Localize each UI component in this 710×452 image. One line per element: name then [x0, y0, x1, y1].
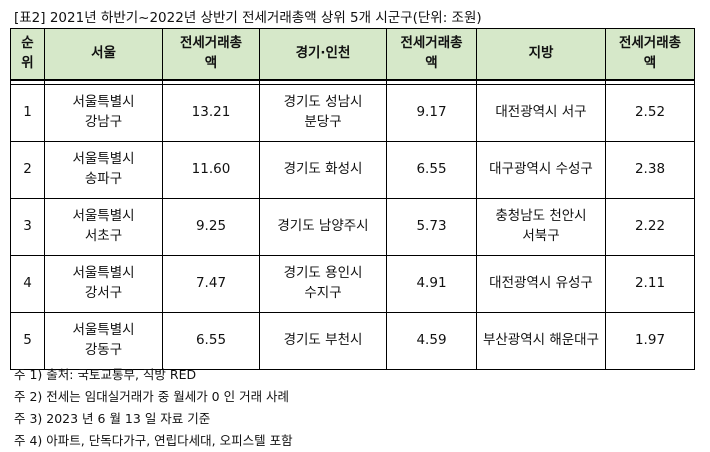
seoul-amount-cell: 9.25 — [162, 198, 260, 256]
table-row: 1 서울특별시 강남구 13.21 경기도 성남시 분당구 9.17 대전광역시 서… — [10, 84, 695, 142]
gyeonggi-district-cell: 경기도 성남시 분당구 — [259, 84, 387, 142]
seoul-district-cell: 서울특별시 서초구 — [44, 198, 163, 256]
header-region: 지방 — [476, 28, 606, 81]
seoul-amount-cell: 6.55 — [162, 312, 260, 370]
table-row: 4 서울특별시 강서구 7.47 경기도 용인시 수지구 4.91 대전광역시 유성… — [10, 255, 695, 313]
region-amount-cell: 2.52 — [605, 84, 695, 142]
gyeonggi-amount-cell: 6.55 — [386, 141, 477, 199]
header-gyeonggi: 경기·인천 — [259, 28, 387, 81]
rank-cell: 2 — [10, 141, 45, 199]
header-gyeonggi-amount: 전세거래총 액 — [386, 28, 477, 81]
gyeonggi-district-cell: 경기도 남양주시 — [259, 198, 387, 256]
seoul-amount-cell: 13.21 — [162, 84, 260, 142]
footnote: 주 4) 아파트, 단독다가구, 연립다세대, 오피스텔 포함 — [14, 433, 293, 448]
table-row: 2 서울특별시 송파구 11.60 경기도 화성시 6.55 대구광역시 수성구 … — [10, 141, 695, 199]
gyeonggi-amount-cell: 4.91 — [386, 255, 477, 313]
region-district-cell: 대전광역시 유성구 — [476, 255, 606, 313]
seoul-amount-cell: 11.60 — [162, 141, 260, 199]
seoul-district-cell: 서울특별시 강남구 — [44, 84, 163, 142]
region-amount-cell: 2.22 — [605, 198, 695, 256]
gyeonggi-amount-cell: 4.59 — [386, 312, 477, 370]
region-amount-cell: 2.11 — [605, 255, 695, 313]
header-region-amount: 전세거래총 액 — [605, 28, 695, 81]
seoul-district-cell: 서울특별시 강서구 — [44, 255, 163, 313]
region-district-cell: 충청남도 천안시 서북구 — [476, 198, 606, 256]
spacer-row — [10, 79, 695, 85]
gyeonggi-district-cell: 경기도 용인시 수지구 — [259, 255, 387, 313]
gyeonggi-district-cell: 경기도 화성시 — [259, 141, 387, 199]
footnote: 주 2) 전세는 임대실거래가 중 월세가 0 인 거래 사례 — [14, 389, 290, 404]
table-row: 3 서울특별시 서초구 9.25 경기도 남양주시 5.73 충청남도 천안시 서북… — [10, 198, 695, 256]
seoul-district-cell: 서울특별시 강동구 — [44, 312, 163, 370]
seoul-amount-cell: 7.47 — [162, 255, 260, 313]
table-caption: [표2] 2021년 하반기~2022년 상반기 전세거래총액 상위 5개 시군… — [14, 10, 482, 26]
region-amount-cell: 2.38 — [605, 141, 695, 199]
rank-cell: 4 — [10, 255, 45, 313]
region-district-cell: 대전광역시 서구 — [476, 84, 606, 142]
table-row: 5 서울특별시 강동구 6.55 경기도 부천시 4.59 부산광역시 해운대구 … — [10, 312, 695, 370]
region-district-cell: 대구광역시 수성구 — [476, 141, 606, 199]
gyeonggi-district-cell: 경기도 부천시 — [259, 312, 387, 370]
rank-cell: 3 — [10, 198, 45, 256]
seoul-district-cell: 서울특별시 송파구 — [44, 141, 163, 199]
footnotes: 주 1) 출처: 국토교통부, 직방 RED 주 2) 전세는 임대실거래가 중… — [14, 364, 293, 452]
rank-cell: 1 — [10, 84, 45, 142]
gyeonggi-amount-cell: 9.17 — [386, 84, 477, 142]
footnote: 주 1) 출처: 국토교통부, 직방 RED — [14, 367, 197, 382]
rank-cell: 5 — [10, 312, 45, 370]
region-district-cell: 부산광역시 해운대구 — [476, 312, 606, 370]
header-seoul-amount: 전세거래총 액 — [162, 28, 260, 81]
footnote: 주 3) 2023 년 6 월 13 일 자료 기준 — [14, 411, 211, 426]
gyeonggi-amount-cell: 5.73 — [386, 198, 477, 256]
region-amount-cell: 1.97 — [605, 312, 695, 370]
header-seoul: 서울 — [44, 28, 163, 81]
